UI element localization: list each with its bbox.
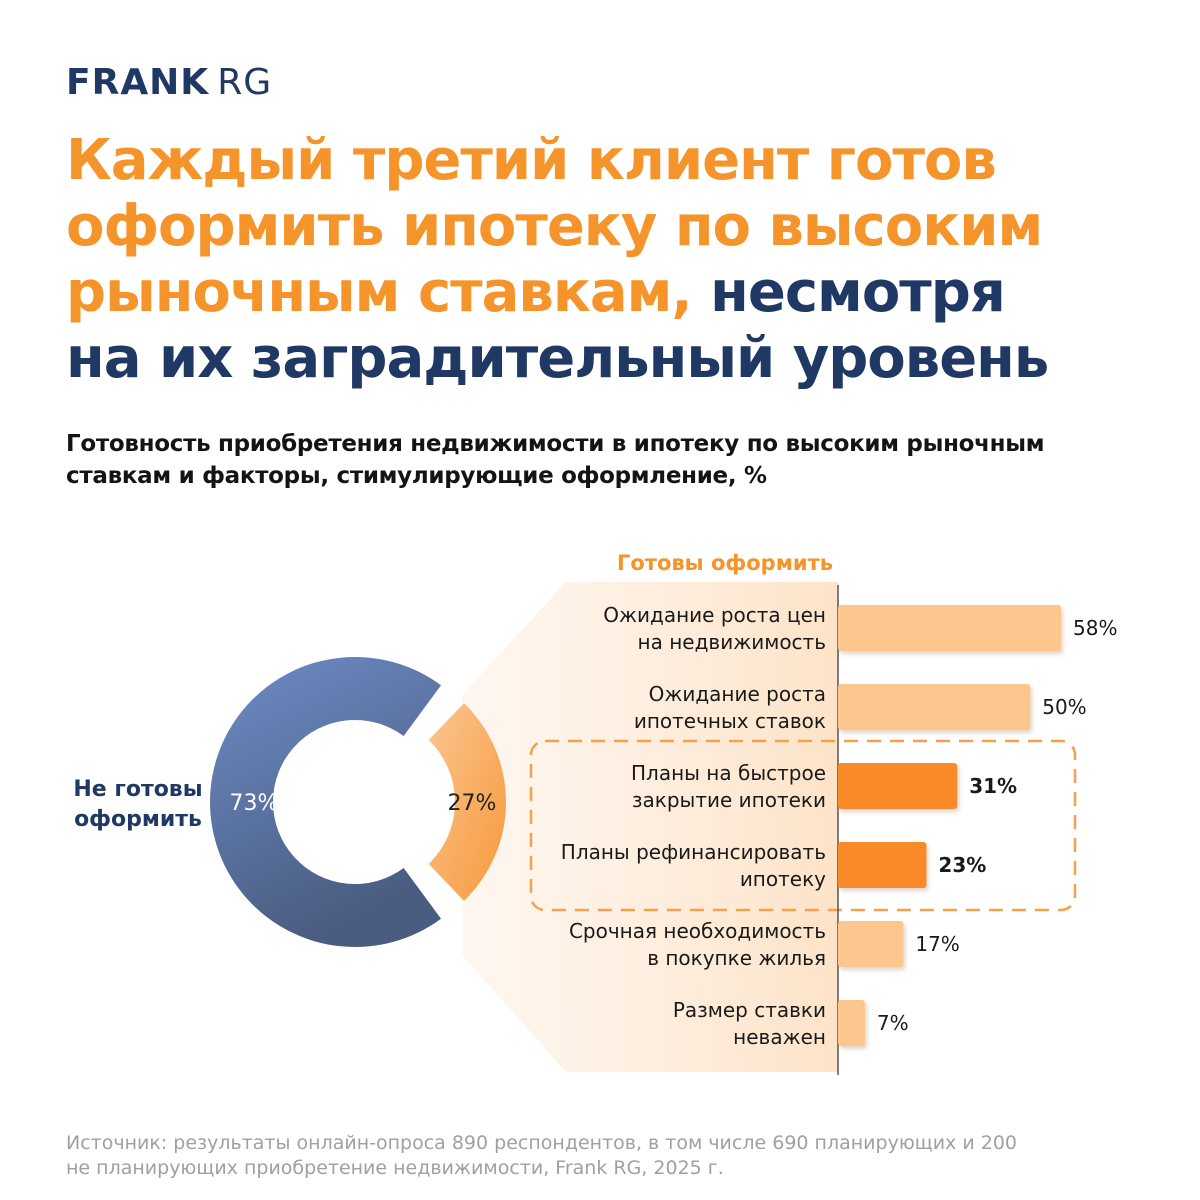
chart-subtitle-line-2: ставкам и факторы, стимулирующие оформле… [66,463,767,489]
headline-line-3-orange: рыночным ставкам, [66,260,693,325]
bar-category-label-5-line-2: в покупке жилья [647,946,826,970]
bar-category-label-6-line-2: неважен [733,1025,826,1049]
bar-category-label-3-line-2: закрытие ипотеки [632,788,826,812]
bar-category-label-3-line-1: Планы на быстрое [631,761,826,785]
bar-value-label-5: 17% [915,932,959,956]
bar-value-label-3: 31% [969,774,1017,798]
bar-value-label-6: 7% [877,1011,909,1035]
bar-3 [838,763,958,809]
bar-4 [838,842,927,888]
brand-logo-regular: RG [217,62,273,103]
brand-logo: FRANK RG [66,62,272,103]
pie-slice-not-ready [210,657,442,947]
brand-logo-bold: FRANK [66,62,210,103]
headline: Каждый третий клиент готов оформить ипот… [66,128,1146,392]
bar-category-label-6-line-1: Размер ставки [673,998,826,1022]
bar-chart-title: Готовы оформить [617,551,833,575]
chart-area: 73% 27% Не готовы оформить Готовы оформить 5… [73,551,1117,1075]
pie-value-label-not-ready: 73% [230,791,279,816]
bar-category-label-1-line-2: на недвижимость [638,630,826,654]
headline-line-4: на их заградительный уровень [66,326,1049,391]
bar-category-label-5-line-1: Срочная необходимость [569,919,826,943]
source-note: Источник: результаты онлайн-опроса 890 р… [66,1131,1156,1181]
bar-1 [838,605,1061,651]
headline-line-2: оформить ипотеку по высоким [66,194,1043,259]
bar-category-label-4-line-1: Планы рефинансировать [561,840,826,864]
bar-value-label-2: 50% [1042,695,1086,719]
headline-line-3-navy: несмотря [710,260,1006,325]
bar-category-label-1-line-1: Ожидание роста цен [603,603,826,627]
pie-to-bar-connector [462,582,838,1072]
bar-6 [838,1000,865,1046]
bar-5 [838,921,904,967]
bar-value-label-1: 58% [1073,616,1117,640]
bar-category-label-2-line-2: ипотечных ставок [634,709,826,733]
chart-subtitle-line-1: Готовность приобретения недвижимости в и… [66,431,1045,457]
source-note-line-2: не планирующих приобретение недвижимости… [66,1157,724,1179]
bar-category-label-2-line-1: Ожидание роста [649,682,826,706]
source-note-line-1: Источник: результаты онлайн-опроса 890 р… [66,1132,1017,1154]
pie-side-label-line-2: оформить [74,807,202,832]
headline-line-1: Каждый третий клиент готов [66,128,997,193]
bar-2 [838,684,1031,730]
chart-subtitle: Готовность приобретения недвижимости в и… [66,428,1146,492]
bar-value-label-4: 23% [938,853,986,877]
pie-side-label-line-1: Не готовы [73,777,202,802]
highlight-frame [529,739,1077,912]
pie-value-label-ready: 27% [448,791,497,816]
pie-slice-ready [428,703,506,901]
bar-category-label-4-line-2: ипотеку [740,867,826,891]
